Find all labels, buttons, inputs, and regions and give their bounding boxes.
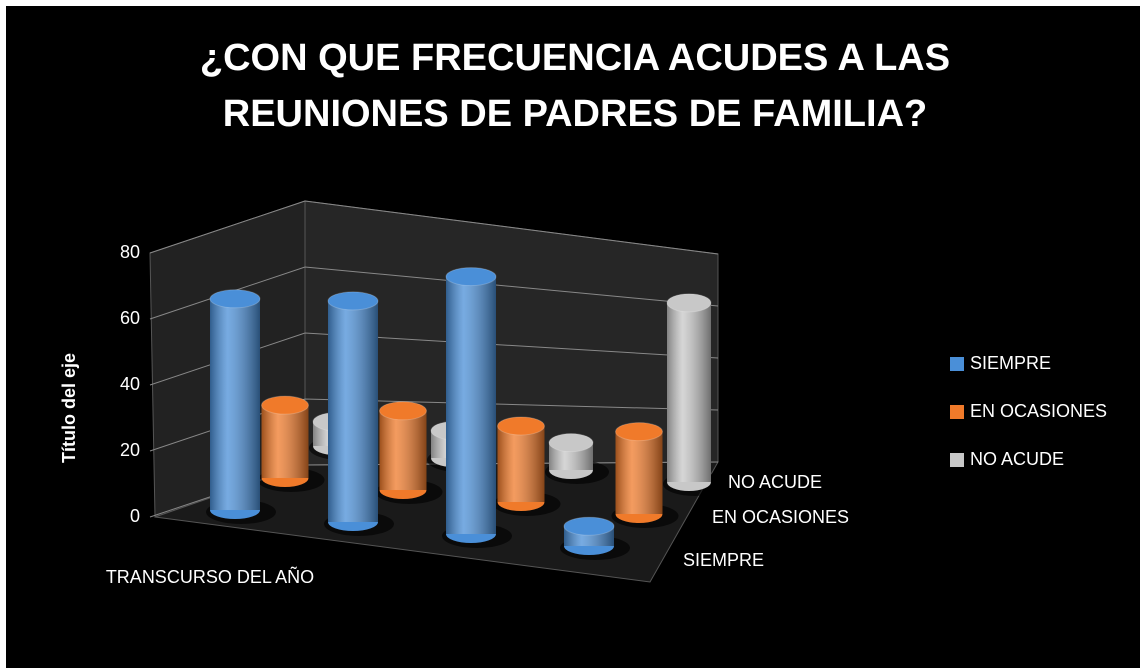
- cylinder: [375, 401, 443, 504]
- depth-tick-label: EN OCASIONES: [712, 507, 849, 527]
- grid-line: [149, 266, 719, 320]
- grid-line: [149, 332, 719, 386]
- legend-swatch: [950, 453, 964, 467]
- cylinder-shade: [261, 405, 309, 478]
- grid-line: [149, 398, 719, 452]
- depth-tick-label: SIEMPRE: [683, 550, 764, 570]
- cylinder-top: [666, 293, 712, 313]
- cylinder-shade: [328, 300, 378, 522]
- cylinder-shade: [446, 276, 496, 534]
- cylinder-top: [209, 289, 261, 309]
- legend-swatch: [950, 357, 964, 371]
- legend-swatch: [950, 405, 964, 419]
- y-tick-label: 80: [120, 242, 140, 262]
- cylinder-shade: [615, 431, 663, 514]
- cylinder-shade: [667, 302, 711, 482]
- cylinder-top: [563, 516, 615, 536]
- y-axis-title: Título del eje: [59, 353, 79, 463]
- legend-label: NO ACUDE: [970, 449, 1064, 469]
- cylinder-top: [615, 422, 663, 442]
- cylinder-top: [548, 433, 594, 453]
- grid-line: [149, 200, 719, 255]
- cylinder: [257, 395, 325, 492]
- cylinder-top: [327, 291, 379, 311]
- chart-title: ¿CON QUE FRECUENCIA ACUDES A LAS REUNION…: [199, 37, 951, 135]
- cylinder-shade: [210, 298, 260, 510]
- cylinder-top: [445, 267, 497, 287]
- x-tick-label: TRANSCURSO DEL AÑO: [106, 566, 314, 587]
- cylinder: [663, 293, 727, 496]
- legend-label: EN OCASIONES: [970, 401, 1107, 421]
- cylinder: [442, 267, 512, 548]
- cylinder: [493, 416, 561, 516]
- cylinder-shade: [379, 410, 427, 490]
- cylinder: [206, 289, 276, 524]
- cylinder-shade: [497, 425, 545, 502]
- y-tick-label: 40: [120, 374, 140, 394]
- cylinder: [324, 291, 394, 536]
- legend-label: SIEMPRE: [970, 353, 1051, 373]
- cylinder-top: [497, 416, 545, 436]
- cylinder-top: [261, 395, 309, 415]
- cylinder: [560, 516, 630, 560]
- y-tick-label: 0: [130, 506, 140, 526]
- y-tick-label: 20: [120, 440, 140, 460]
- y-tick-label: 60: [120, 308, 140, 328]
- cylinder-top: [379, 401, 427, 421]
- cylinder: [545, 433, 609, 484]
- cylinder: [611, 422, 679, 528]
- depth-tick-label: NO ACUDE: [728, 472, 822, 492]
